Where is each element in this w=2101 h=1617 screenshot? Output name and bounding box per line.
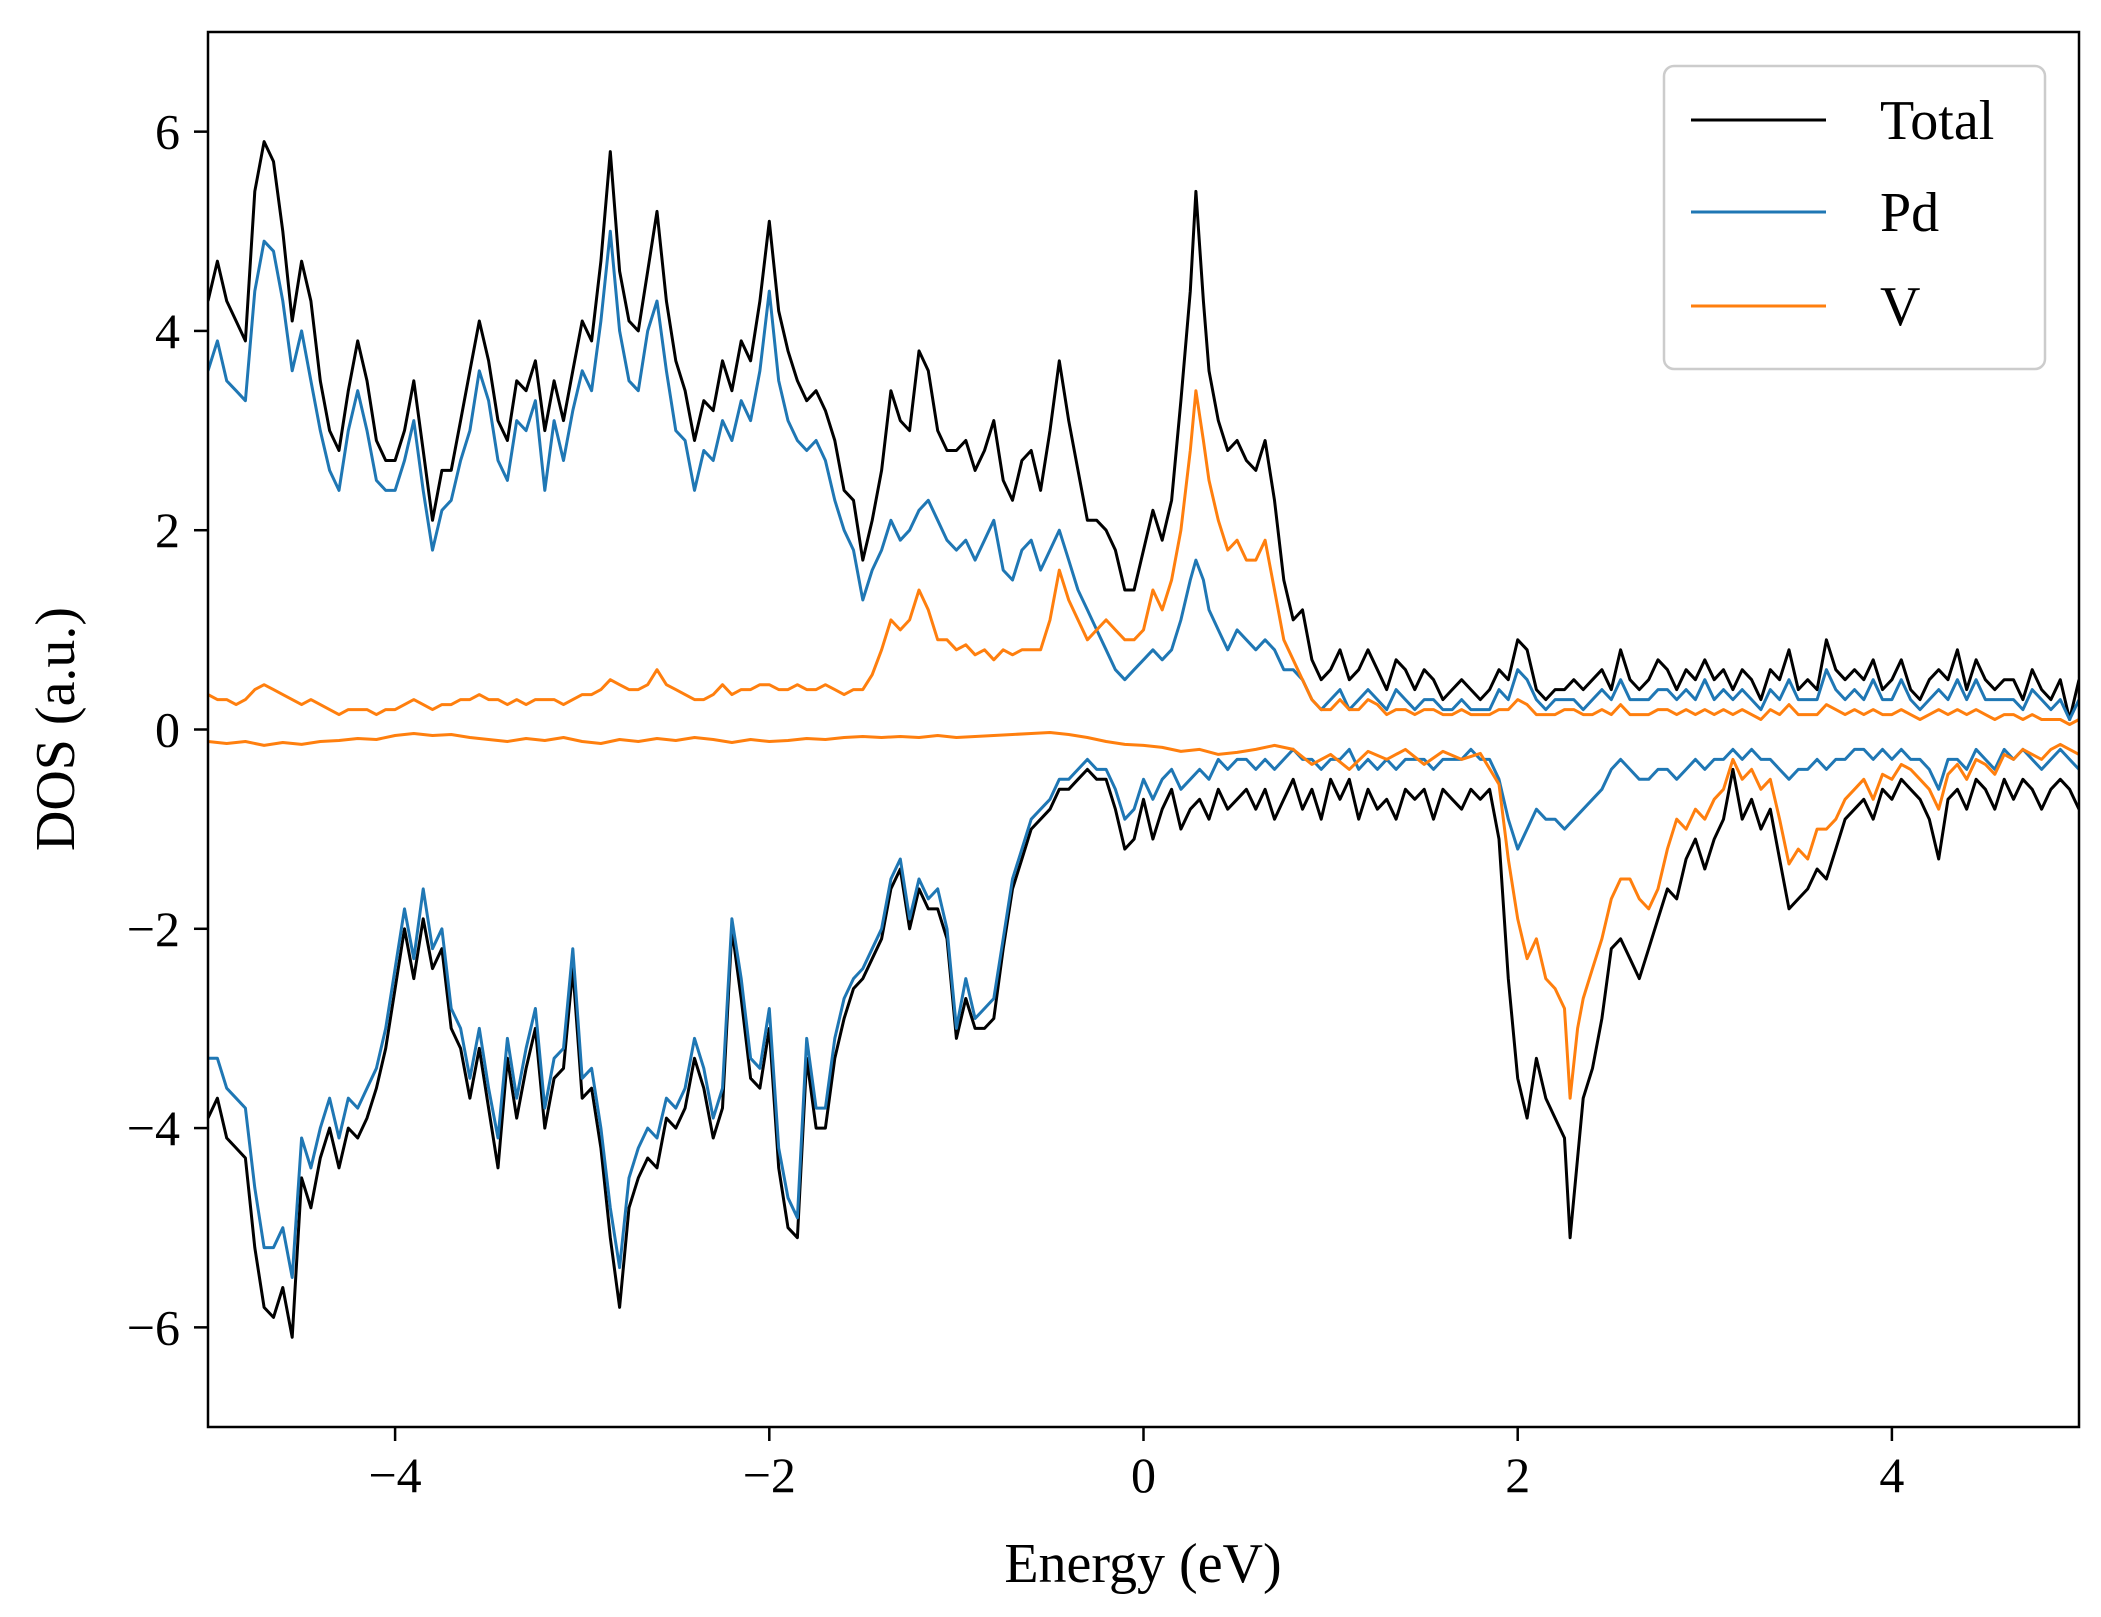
legend-label-total: Total — [1880, 90, 1994, 152]
y-tick-label: 0 — [155, 702, 180, 758]
x-axis: −4 −2 0 2 4 — [368, 1427, 1904, 1503]
series-line-pd-down — [208, 747, 2079, 1279]
y-axis: −6 −4 −2 0 2 4 6 — [127, 104, 208, 1355]
series-line-v-up — [208, 389, 2079, 726]
legend-box — [1662, 64, 2047, 371]
x-tick-label: 0 — [1131, 1447, 1156, 1503]
y-axis-label: DOS (a.u.) — [25, 607, 87, 851]
series-line-total-up — [208, 140, 2079, 721]
x-axis-label: Energy (eV) — [1004, 1533, 1281, 1595]
y-tick-label: 6 — [155, 104, 180, 160]
legend-label-v: V — [1880, 276, 1920, 338]
y-tick-label: 4 — [155, 303, 180, 359]
series-layer — [208, 140, 2079, 1339]
x-tick-label: 4 — [1879, 1447, 1904, 1503]
y-tick-label: −4 — [127, 1100, 180, 1156]
x-tick-label: 2 — [1505, 1447, 1530, 1503]
series-line-total-down — [208, 767, 2079, 1339]
x-tick-label: −4 — [368, 1447, 421, 1503]
y-tick-label: −2 — [127, 901, 180, 957]
y-tick-label: −6 — [127, 1299, 180, 1355]
y-tick-label: 2 — [155, 502, 180, 558]
series-line-v-down — [208, 731, 2079, 1100]
x-tick-label: −2 — [743, 1447, 796, 1503]
legend-label-pd: Pd — [1880, 182, 1939, 244]
series-line-pd-up — [208, 229, 2079, 721]
legend: Total Pd V — [1662, 64, 2047, 371]
